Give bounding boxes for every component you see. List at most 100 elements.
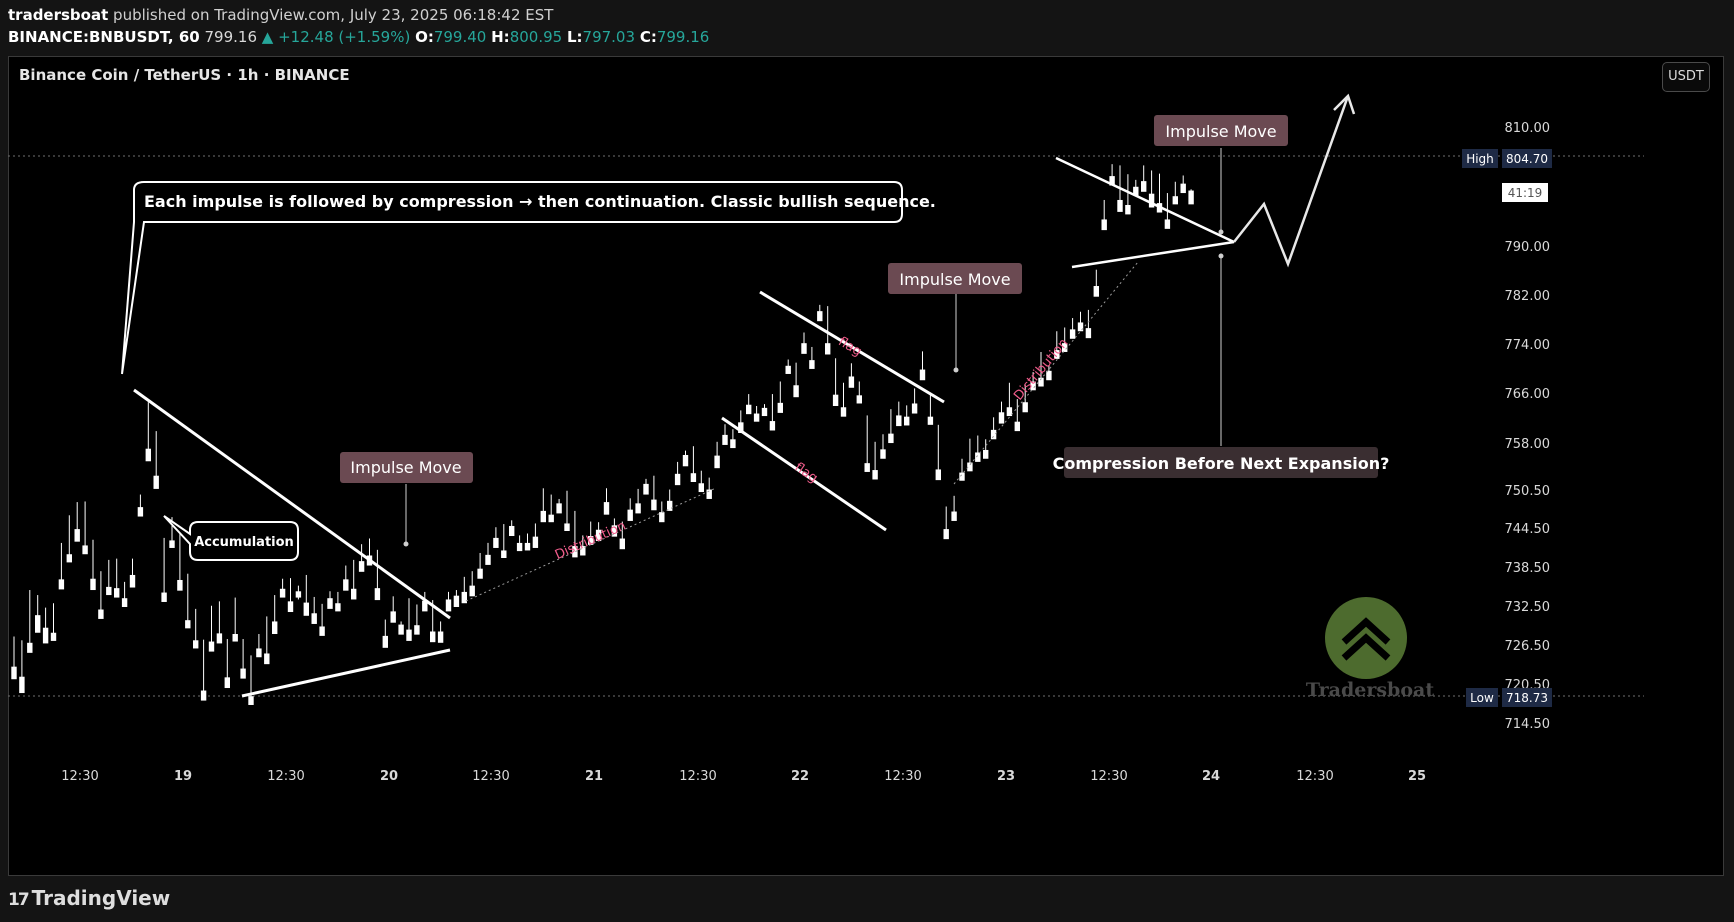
impulse-2-dot	[953, 367, 959, 373]
triangle-upper-line[interactable]	[1055, 156, 1235, 244]
candle-body	[674, 473, 681, 486]
candle	[730, 429, 736, 449]
candle-body	[430, 631, 436, 643]
price-chart[interactable]: Each impulse is followed by compression …	[8, 56, 1724, 876]
distribution-trendline-1[interactable]	[465, 487, 717, 602]
candle	[856, 381, 862, 404]
close-value: 799.16	[656, 28, 710, 46]
projection-path[interactable]	[1233, 95, 1350, 268]
candle	[351, 559, 357, 600]
candle	[287, 578, 294, 613]
candle	[564, 490, 570, 531]
candle	[200, 639, 207, 701]
candle-body	[319, 626, 325, 636]
candle	[516, 535, 523, 552]
accumulation-callout[interactable]: Accumulation	[163, 515, 299, 561]
candle-body	[635, 503, 641, 514]
symbol-label[interactable]: BINANCE:BNBUSDT, 60	[8, 28, 200, 46]
candle	[674, 461, 681, 486]
price-axis[interactable]: 810.00 790.00 782.00 774.00 766.00 758.00 750.…	[1505, 121, 1551, 732]
high-label: High	[1466, 152, 1494, 166]
candle	[153, 431, 159, 489]
candle	[224, 639, 230, 689]
impulse-badges: Impulse Move Impulse Move Impulse Move C…	[340, 115, 1389, 483]
candle	[580, 535, 586, 556]
x-tick-label: 12:30	[472, 769, 509, 784]
candle	[445, 591, 452, 612]
tradingview-logo[interactable]: 17 TradingView	[8, 886, 170, 910]
candle-body	[904, 416, 910, 426]
tradingview-logo-icon: 17	[8, 890, 30, 910]
candle-body	[690, 473, 697, 482]
candle-body	[303, 602, 309, 616]
triangle-lower-line[interactable]	[1071, 240, 1235, 269]
candle-body	[1172, 196, 1178, 205]
flag-lower-line[interactable]	[721, 416, 887, 532]
candle	[572, 510, 578, 558]
candle-body	[1109, 176, 1115, 186]
candle	[1141, 165, 1147, 192]
candle	[698, 470, 704, 493]
candle	[682, 450, 689, 467]
candle	[777, 381, 783, 413]
candle-body	[437, 631, 444, 643]
y-tick-label: 726.50	[1505, 639, 1551, 654]
candle-body	[753, 413, 760, 422]
candle	[477, 552, 483, 579]
candle	[461, 576, 467, 604]
distribution-trendline-2[interactable]	[953, 261, 1139, 485]
candle	[998, 401, 1005, 424]
impulse-3-badge[interactable]	[1154, 115, 1288, 146]
candle-body	[406, 629, 412, 641]
compression-label: Compression Before Next Expansion?	[1053, 454, 1390, 473]
candle	[872, 441, 878, 480]
candle	[208, 605, 215, 652]
impulse-1-label: Impulse Move	[350, 458, 461, 477]
candle-body	[200, 690, 207, 701]
candle	[524, 533, 531, 551]
candle-body	[1093, 286, 1099, 297]
candle-body	[327, 598, 333, 609]
compression-badge[interactable]	[1064, 447, 1378, 478]
impulse-3-dot	[1218, 229, 1224, 235]
y-tick-label: 766.00	[1505, 387, 1551, 402]
candle-body	[761, 407, 768, 417]
candle	[817, 304, 823, 322]
candle-body	[659, 512, 665, 523]
candle-body	[516, 542, 523, 552]
candle-body	[896, 415, 902, 427]
candle-body	[532, 536, 539, 548]
accumulation-support-line[interactable]	[241, 648, 451, 698]
candle-body	[1133, 186, 1139, 196]
flag-upper-line[interactable]	[759, 290, 945, 404]
candle-body	[1188, 190, 1194, 205]
candle	[990, 417, 997, 440]
candle-body	[445, 599, 452, 612]
candle-body	[809, 360, 815, 369]
tradingview-brand: TradingView	[31, 886, 171, 910]
candle-body	[1046, 370, 1052, 381]
impulse-1-badge[interactable]	[340, 452, 473, 483]
candle-body	[358, 561, 365, 572]
candle-body	[1101, 219, 1107, 231]
candle-body	[240, 668, 246, 679]
time-axis[interactable]: 12:30 19 12:30 20 12:30 21 12:30 22 12:30 23 12:30…	[61, 769, 1426, 784]
candle	[279, 578, 286, 598]
candle	[746, 394, 752, 415]
candle-body	[722, 434, 728, 445]
candle-body	[279, 588, 286, 598]
accumulation-resistance-line[interactable]	[133, 388, 451, 620]
candle	[540, 488, 546, 523]
x-tick-label: 20	[380, 769, 398, 784]
candle	[904, 405, 910, 426]
candle	[42, 607, 49, 644]
publish-text: published on TradingView.com, July 23, 2…	[113, 6, 554, 24]
candle	[880, 434, 886, 459]
main-callout[interactable]: Each impulse is followed by compression …	[121, 181, 936, 375]
currency-button[interactable]: USDT	[1662, 62, 1710, 92]
candle-body	[1141, 181, 1147, 192]
author-name[interactable]: tradersboat	[8, 6, 109, 24]
candle-body	[817, 311, 823, 322]
impulse-2-badge[interactable]	[888, 263, 1022, 294]
low-label: Low	[1470, 691, 1494, 705]
